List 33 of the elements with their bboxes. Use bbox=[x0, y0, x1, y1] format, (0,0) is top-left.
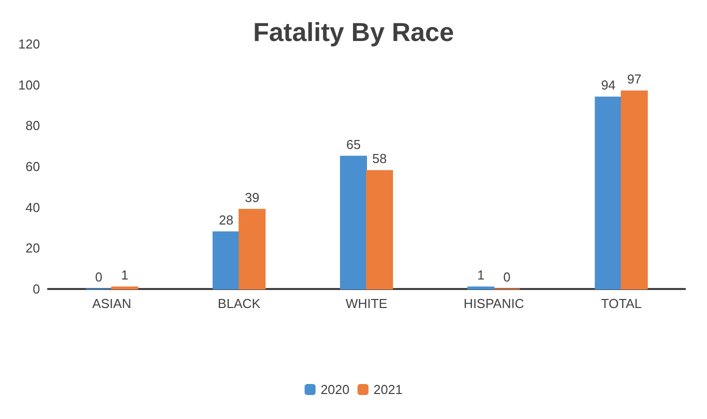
bar bbox=[238, 208, 266, 290]
data-label: 39 bbox=[244, 190, 260, 205]
data-label: 58 bbox=[372, 151, 387, 166]
data-label: 94 bbox=[601, 78, 616, 93]
y-tick-label: 120 bbox=[18, 36, 40, 52]
data-label: 1 bbox=[477, 267, 485, 282]
data-label: 97 bbox=[627, 71, 642, 86]
x-tick-label: WHITE bbox=[346, 296, 388, 311]
y-tick-label: 0 bbox=[32, 282, 40, 296]
y-tick-label: 100 bbox=[18, 77, 40, 92]
x-tick-label: BLACK bbox=[218, 296, 261, 311]
bar bbox=[620, 90, 648, 290]
y-tick-label: 80 bbox=[26, 118, 40, 134]
data-label: 0 bbox=[95, 270, 102, 284]
x-tick-label: TOTAL bbox=[600, 296, 642, 311]
x-tick-label: ASIAN bbox=[92, 296, 132, 311]
legend-label: 2020 bbox=[320, 382, 350, 397]
data-label: 0 bbox=[503, 270, 511, 284]
data-label: 28 bbox=[218, 212, 234, 228]
bar bbox=[212, 231, 240, 290]
bar bbox=[467, 286, 494, 290]
y-tick-label: 20 bbox=[26, 240, 40, 256]
bar bbox=[366, 170, 393, 290]
bar bbox=[111, 286, 138, 290]
chart-title: Fatality By Race bbox=[253, 17, 454, 47]
y-tick-label: 40 bbox=[26, 200, 40, 215]
data-label: 1 bbox=[121, 267, 128, 282]
legend-label: 2021 bbox=[374, 382, 402, 397]
bar bbox=[340, 156, 367, 290]
data-label: 65 bbox=[346, 136, 361, 152]
bar bbox=[594, 96, 622, 290]
x-tick-label: HISPANIC bbox=[464, 296, 524, 311]
y-tick-label: 60 bbox=[26, 159, 40, 174]
